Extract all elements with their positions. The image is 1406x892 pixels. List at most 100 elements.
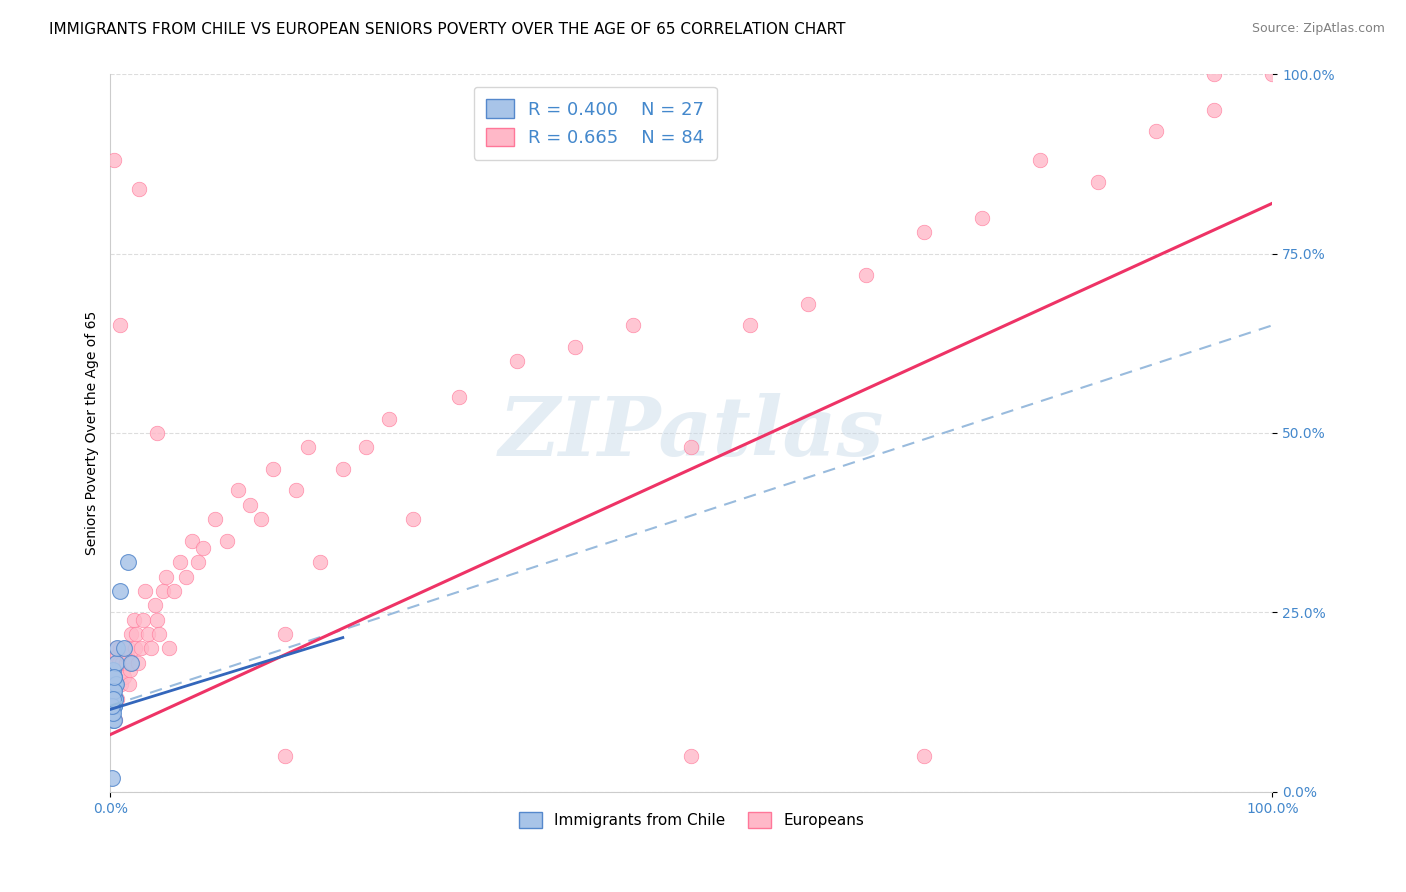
Point — [121, 656, 143, 670]
Point — [180, 533, 202, 548]
Point — [332, 462, 354, 476]
Point — [146, 613, 169, 627]
Point — [169, 555, 191, 569]
Point — [124, 641, 146, 656]
Point — [100, 677, 122, 691]
Point — [103, 656, 125, 670]
Point — [152, 583, 174, 598]
Point — [250, 512, 273, 526]
Point — [112, 663, 135, 677]
Point — [101, 663, 124, 677]
Point — [108, 318, 131, 333]
Text: IMMIGRANTS FROM CHILE VS EUROPEAN SENIORS POVERTY OVER THE AGE OF 65 CORRELATION: IMMIGRANTS FROM CHILE VS EUROPEAN SENIOR… — [49, 22, 846, 37]
Point — [226, 483, 249, 498]
Point — [681, 749, 703, 764]
Point — [108, 670, 131, 684]
Point — [111, 656, 134, 670]
Point — [1029, 153, 1052, 168]
Point — [187, 555, 209, 569]
Point — [1144, 124, 1167, 138]
Point — [378, 411, 401, 425]
Point — [103, 670, 125, 684]
Point — [100, 698, 122, 713]
Point — [101, 670, 124, 684]
Point — [104, 677, 127, 691]
Point — [104, 713, 127, 727]
Point — [297, 441, 319, 455]
Point — [155, 569, 177, 583]
Point — [1204, 67, 1226, 81]
Point — [273, 627, 295, 641]
Point — [101, 691, 124, 706]
Point — [193, 541, 215, 555]
Point — [103, 698, 125, 713]
Point — [105, 656, 128, 670]
Point — [112, 641, 135, 656]
Text: ZIPatlas: ZIPatlas — [499, 393, 884, 473]
Point — [401, 512, 423, 526]
Point — [136, 627, 159, 641]
Point — [105, 677, 128, 691]
Point — [120, 656, 142, 670]
Point — [114, 656, 136, 670]
Point — [105, 691, 128, 706]
Point — [120, 663, 142, 677]
Point — [104, 691, 127, 706]
Point — [128, 182, 150, 196]
Point — [354, 441, 377, 455]
Point — [125, 627, 148, 641]
Point — [107, 656, 129, 670]
Point — [139, 641, 162, 656]
Point — [239, 498, 262, 512]
Point — [132, 613, 155, 627]
Point — [112, 670, 135, 684]
Point — [110, 677, 132, 691]
Point — [103, 698, 125, 713]
Point — [621, 318, 644, 333]
Point — [855, 268, 877, 282]
Point — [738, 318, 761, 333]
Point — [101, 691, 124, 706]
Point — [308, 555, 330, 569]
Point — [273, 749, 295, 764]
Point — [101, 706, 124, 720]
Point — [204, 512, 226, 526]
Point — [101, 713, 124, 727]
Point — [127, 656, 149, 670]
Point — [104, 663, 127, 677]
Point — [104, 691, 127, 706]
Point — [148, 627, 170, 641]
Point — [103, 684, 125, 698]
Point — [970, 211, 993, 225]
Point — [103, 677, 125, 691]
Point — [146, 425, 169, 440]
Point — [134, 583, 156, 598]
Point — [120, 627, 142, 641]
Point — [262, 462, 284, 476]
Point — [129, 641, 152, 656]
Point — [564, 340, 586, 354]
Point — [506, 354, 529, 368]
Point — [101, 684, 124, 698]
Point — [912, 749, 935, 764]
Point — [122, 613, 145, 627]
Point — [1204, 103, 1226, 117]
Point — [100, 698, 122, 713]
Point — [143, 599, 166, 613]
Text: Source: ZipAtlas.com: Source: ZipAtlas.com — [1251, 22, 1385, 36]
Point — [105, 648, 128, 663]
Point — [117, 641, 139, 656]
Point — [100, 706, 122, 720]
Point — [108, 641, 131, 656]
Point — [103, 670, 125, 684]
Point — [105, 677, 128, 691]
Point — [118, 677, 141, 691]
Point — [101, 684, 124, 698]
Y-axis label: Seniors Poverty Over the Age of 65: Seniors Poverty Over the Age of 65 — [86, 311, 100, 555]
Point — [681, 441, 703, 455]
Point — [174, 569, 197, 583]
Point — [163, 583, 186, 598]
Point — [796, 297, 818, 311]
Point — [1087, 175, 1109, 189]
Point — [103, 713, 125, 727]
